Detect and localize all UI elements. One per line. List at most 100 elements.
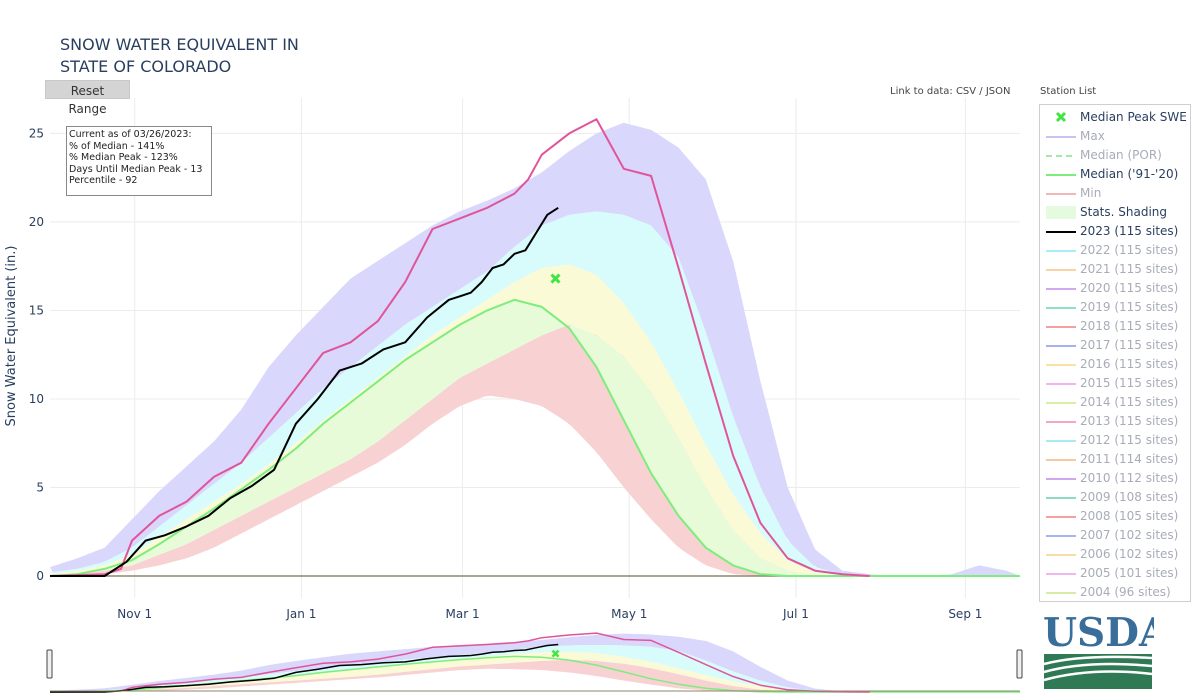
legend: Median Peak SWE Max Median (POR) Median ('9… <box>1039 104 1191 602</box>
legend-symbol <box>1046 168 1076 181</box>
legend-item[interactable]: 2010 (112 sites) <box>1040 469 1190 488</box>
y-axis-label: Snow Water Equivalent (in.) <box>4 246 19 427</box>
range-handle-left[interactable] <box>46 649 53 679</box>
x-tick-label: Mar 1 <box>446 607 480 621</box>
x-tick-label: Jul 1 <box>782 607 809 621</box>
legend-item[interactable]: 2005 (101 sites) <box>1040 564 1190 583</box>
legend-item[interactable]: 2016 (115 sites) <box>1040 355 1190 374</box>
station-list-link[interactable]: Station List <box>1040 86 1097 97</box>
legend-symbol <box>1046 225 1076 238</box>
legend-label: 2004 (96 sites) <box>1080 585 1171 599</box>
y-tick-label: 5 <box>36 480 44 494</box>
legend-item[interactable]: 2004 (96 sites) <box>1040 583 1190 602</box>
range-lower-band <box>50 659 1020 692</box>
legend-symbol <box>1046 358 1076 371</box>
legend-symbol <box>1046 206 1076 219</box>
range-peak-marker <box>551 649 560 658</box>
legend-label: 2012 (115 sites) <box>1080 433 1179 447</box>
legend-symbol <box>1046 510 1076 523</box>
legend-item[interactable]: 2012 (115 sites) <box>1040 431 1190 450</box>
legend-symbol <box>1046 548 1076 561</box>
legend-label: Stats. Shading <box>1080 205 1168 219</box>
range-max-year-line <box>49 632 870 693</box>
legend-item[interactable]: Min <box>1040 184 1190 203</box>
info-line-median: % of Median - 141% <box>69 140 165 152</box>
legend-label: 2006 (102 sites) <box>1080 547 1179 561</box>
legend-label: 2022 (115 sites) <box>1080 243 1179 257</box>
legend-symbol <box>1046 434 1076 447</box>
chart-title: SNOW WATER EQUIVALENT IN STATE OF COLORA… <box>60 34 299 78</box>
y-tick-label: 15 <box>29 303 44 317</box>
legend-item[interactable]: Median ('91-'20) <box>1040 165 1190 184</box>
legend-label: 2023 (115 sites) <box>1080 224 1179 238</box>
range-handle-right[interactable] <box>1016 649 1023 679</box>
legend-symbol <box>1046 282 1076 295</box>
legend-label: Max <box>1080 129 1105 143</box>
legend-item[interactable]: 2008 (105 sites) <box>1040 507 1190 526</box>
legend-symbol <box>1046 130 1076 143</box>
legend-item[interactable]: 2021 (115 sites) <box>1040 260 1190 279</box>
x-tick-label: May 1 <box>611 607 647 621</box>
reset-range-button[interactable]: Reset Range <box>45 80 130 116</box>
info-line-percentile: Percentile - 92 <box>69 175 138 186</box>
y-tick-label: 0 <box>36 569 44 583</box>
legend-symbol <box>1046 567 1076 580</box>
legend-symbol <box>1046 396 1076 409</box>
legend-symbol <box>1046 453 1076 466</box>
legend-item[interactable]: 2020 (115 sites) <box>1040 279 1190 298</box>
range-wy2023-line <box>50 643 559 693</box>
legend-label: Median (POR) <box>1080 148 1162 162</box>
legend-item[interactable]: 2007 (102 sites) <box>1040 526 1190 545</box>
legend-item[interactable]: 2006 (102 sites) <box>1040 545 1190 564</box>
legend-item[interactable]: Stats. Shading <box>1040 203 1190 222</box>
legend-symbol <box>1046 415 1076 428</box>
data-link[interactable]: Link to data: CSV / JSON <box>890 86 1011 97</box>
legend-item[interactable]: 2009 (108 sites) <box>1040 488 1190 507</box>
legend-label: 2014 (115 sites) <box>1080 395 1179 409</box>
legend-item[interactable]: 2014 (115 sites) <box>1040 393 1190 412</box>
legend-symbol <box>1046 320 1076 333</box>
legend-item[interactable]: Median (POR) <box>1040 146 1190 165</box>
legend-symbol <box>1046 263 1076 276</box>
legend-label: 2011 (114 sites) <box>1080 452 1179 466</box>
legend-label: 2020 (115 sites) <box>1080 281 1179 295</box>
legend-item[interactable]: Median Peak SWE <box>1040 108 1190 127</box>
legend-item[interactable]: 2015 (115 sites) <box>1040 374 1190 393</box>
legend-label: 2016 (115 sites) <box>1080 357 1179 371</box>
legend-symbol <box>1046 377 1076 390</box>
legend-item[interactable]: 2022 (115 sites) <box>1040 241 1190 260</box>
info-line-date: Current as of 03/26/2023: <box>69 129 192 140</box>
legend-item[interactable]: 2017 (115 sites) <box>1040 336 1190 355</box>
legend-symbol <box>1046 472 1076 485</box>
range-mid-band <box>50 651 1020 692</box>
chart-title-line2: STATE OF COLORADO <box>60 57 232 76</box>
legend-label: 2018 (115 sites) <box>1080 319 1179 333</box>
legend-label: Median ('91-'20) <box>1080 167 1179 181</box>
legend-label: 2005 (101 sites) <box>1080 566 1179 580</box>
legend-item[interactable]: 2018 (115 sites) <box>1040 317 1190 336</box>
y-tick-label: 25 <box>29 126 44 140</box>
legend-label: 2017 (115 sites) <box>1080 338 1179 352</box>
max-year-line <box>49 118 870 577</box>
legend-label: Min <box>1080 186 1102 200</box>
legend-symbol <box>1046 301 1076 314</box>
legend-label: 2021 (115 sites) <box>1080 262 1179 276</box>
legend-label: 2007 (102 sites) <box>1080 528 1179 542</box>
median-peak-marker <box>550 273 561 284</box>
legend-item[interactable]: 2011 (114 sites) <box>1040 450 1190 469</box>
legend-label: 2019 (115 sites) <box>1080 300 1179 314</box>
legend-label: 2013 (115 sites) <box>1080 414 1179 428</box>
legend-item[interactable]: 2019 (115 sites) <box>1040 298 1190 317</box>
chart-title-line1: SNOW WATER EQUIVALENT IN <box>60 35 299 54</box>
x-tick-label: Jan 1 <box>285 607 316 621</box>
info-line-days-until-peak: Days Until Median Peak - 13 <box>69 163 203 175</box>
legend-item[interactable]: 2023 (115 sites) <box>1040 222 1190 241</box>
range-max-band <box>50 633 1020 692</box>
legend-item[interactable]: Max <box>1040 127 1190 146</box>
x-tick-label: Nov 1 <box>117 607 152 621</box>
legend-symbol <box>1046 111 1076 124</box>
usda-logo: USDA <box>1043 610 1154 689</box>
legend-item[interactable]: 2013 (115 sites) <box>1040 412 1190 431</box>
legend-label: Median Peak SWE <box>1080 110 1187 124</box>
